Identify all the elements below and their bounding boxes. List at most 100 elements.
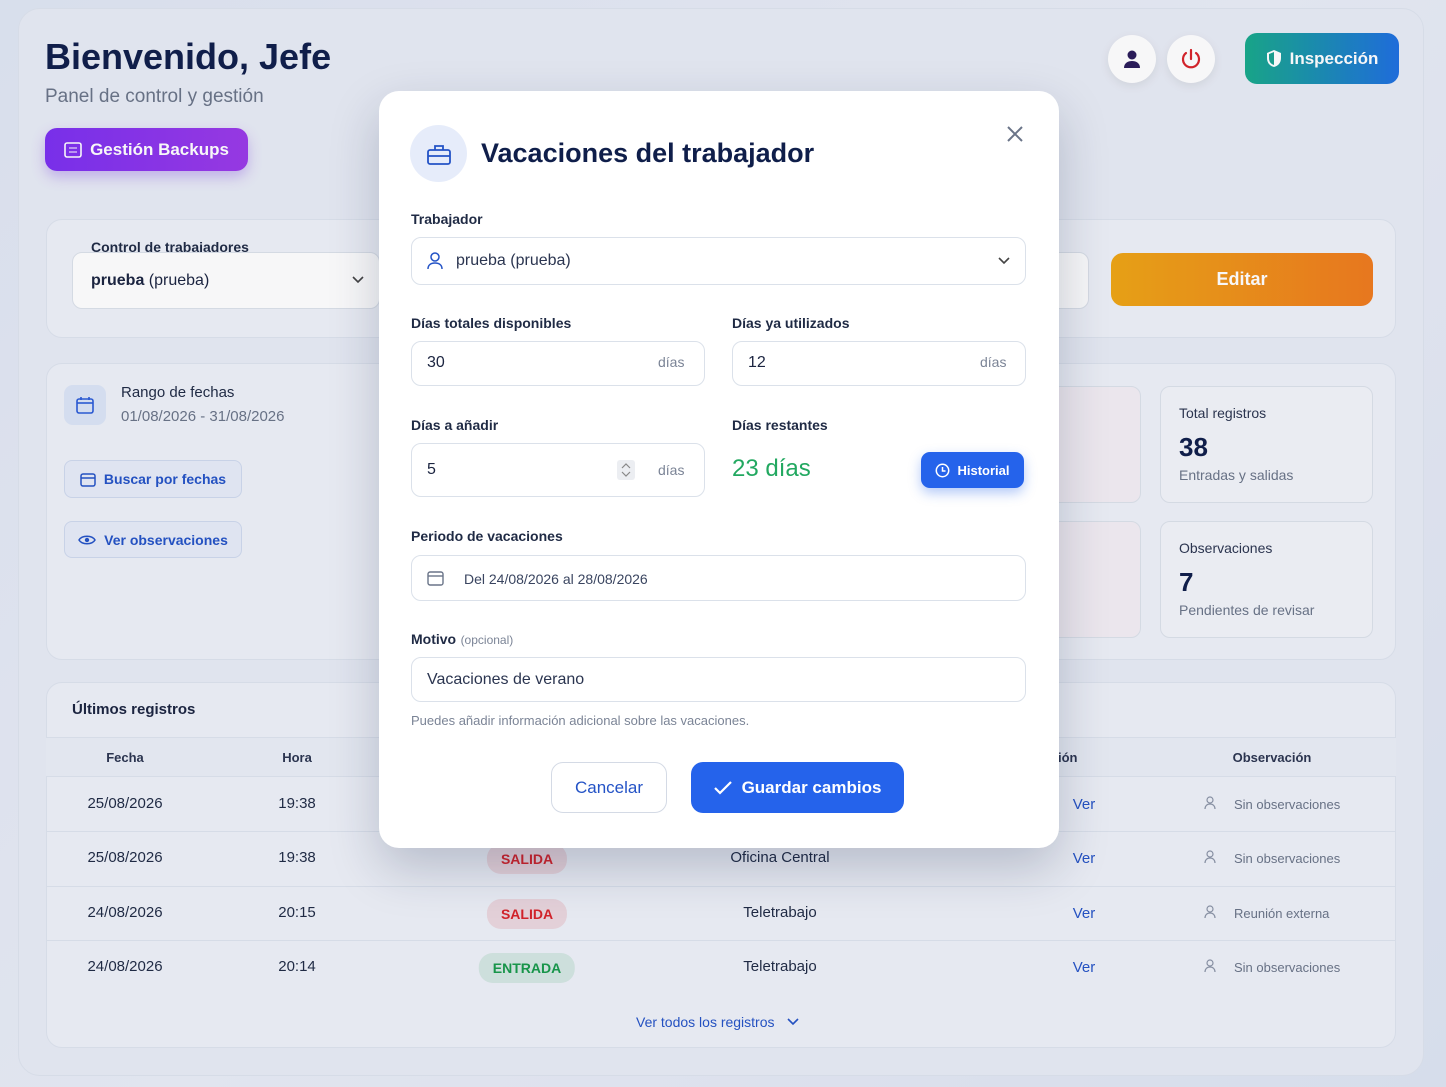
- reason-label: Motivo: [411, 631, 457, 647]
- cell-date: 24/08/2026: [87, 957, 163, 975]
- reason-hint: Puedes añadir información adicional sobr…: [411, 713, 750, 728]
- column-header: Fecha: [106, 750, 144, 765]
- worker-value: prueba (prueba): [456, 252, 571, 269]
- close-button[interactable]: [1006, 125, 1024, 143]
- chevron: [352, 276, 364, 284]
- unit: días: [658, 462, 685, 478]
- worker-label: Trabajador: [411, 211, 483, 227]
- worker-name: prueba: [91, 272, 145, 289]
- worker-select[interactable]: [411, 237, 1026, 285]
- observation-icon: [1204, 904, 1218, 924]
- row-divider: [46, 939, 1396, 941]
- type-badge: ENTRADA: [478, 952, 576, 983]
- column-header: Hora: [282, 750, 312, 765]
- total-value: 30: [427, 354, 445, 371]
- reason-value: Vacaciones de verano: [427, 671, 585, 688]
- total-label: Días totales disponibles: [411, 315, 572, 331]
- period-input[interactable]: [411, 555, 1026, 601]
- calendar-icon: [64, 385, 106, 425]
- worker-select[interactable]: [72, 252, 380, 309]
- inspection-label: Inspección: [1289, 48, 1379, 68]
- row-divider: [46, 885, 1396, 887]
- total-input[interactable]: [411, 341, 705, 386]
- cell-location: Teletrabajo: [743, 903, 817, 921]
- used-value: 12: [748, 354, 766, 371]
- history-button[interactable]: Historial: [921, 452, 1024, 488]
- view-link[interactable]: Ver: [1072, 850, 1096, 868]
- page-title: Bienvenido, Jefe: [45, 36, 332, 77]
- icon: [1181, 48, 1201, 69]
- modal-title: Vacaciones del trabajador: [481, 138, 815, 168]
- save-button[interactable]: Guardar cambios: [691, 762, 904, 813]
- chevron: [998, 257, 1010, 265]
- reason-heading: Motivo (opcional): [411, 631, 513, 649]
- calendar-icon: [427, 571, 444, 586]
- search-dates-button[interactable]: Buscar por fechas: [64, 460, 242, 498]
- page-subtitle: Panel de control y gestión: [45, 86, 264, 107]
- edit-button[interactable]: Editar: [1111, 253, 1373, 306]
- remaining-label: Días restantes: [732, 417, 828, 433]
- observation-icon: [1204, 796, 1218, 815]
- icon: [64, 141, 82, 158]
- stat-value: 7: [1179, 567, 1194, 597]
- modal-icon: [410, 125, 467, 182]
- worker-user: (prueba): [148, 272, 210, 289]
- observations-label: Ver observaciones: [104, 531, 228, 548]
- view-link[interactable]: Ver: [1072, 796, 1096, 813]
- cell-observation: Reunión externa: [1234, 905, 1330, 921]
- stat-note: Entradas y salidas: [1179, 467, 1294, 483]
- cell-location: Oficina Central: [730, 849, 830, 867]
- inspection-button[interactable]: Inspección: [1245, 33, 1399, 84]
- profile-button[interactable]: [1108, 35, 1156, 83]
- stat-label: Observaciones: [1179, 540, 1273, 556]
- used-label: Días ya utilizados: [732, 315, 850, 331]
- observations-button[interactable]: Ver observaciones: [64, 521, 242, 558]
- cell-date: 25/08/2026: [87, 849, 163, 867]
- reason-input[interactable]: [411, 657, 1026, 702]
- all-records-label: Ver todos los registros: [636, 1014, 775, 1030]
- worker-select-value: prueba (prueba): [91, 272, 209, 290]
- logout-button[interactable]: [1167, 35, 1215, 83]
- range-label: Rango de fechas: [121, 384, 235, 401]
- cell-time: 19:38: [278, 849, 316, 867]
- period-label: Periodo de vacaciones: [411, 528, 563, 544]
- remaining-value: 23 días: [732, 455, 811, 482]
- spinner[interactable]: [617, 460, 635, 480]
- cell-date: 24/08/2026: [87, 903, 163, 921]
- cell-observation: Sin observaciones: [1234, 959, 1341, 975]
- unit: días: [658, 354, 685, 370]
- vacation-modal: Vacaciones del trabajador Trabajador pru…: [379, 91, 1059, 848]
- search-dates-label: Buscar por fechas: [103, 471, 227, 487]
- all-records-link[interactable]: Ver todos los registros: [636, 1014, 799, 1030]
- cancel-button[interactable]: Cancelar: [551, 762, 667, 813]
- stat-label: Total registros: [1179, 405, 1267, 421]
- reason-optional: (opcional): [460, 633, 514, 647]
- column-header: ión: [1058, 750, 1078, 765]
- column-header: Observación: [1232, 750, 1312, 765]
- observation-icon: [1204, 850, 1218, 869]
- backup-button[interactable]: Gestión Backups: [45, 128, 248, 171]
- cell-date: 25/08/2026: [87, 795, 163, 812]
- stat-note: Pendientes de revisar: [1179, 602, 1315, 618]
- save-label: Guardar cambios: [741, 777, 882, 797]
- unit: días: [980, 354, 1007, 370]
- cell-time: 20:15: [278, 903, 316, 921]
- used-input[interactable]: [732, 341, 1026, 386]
- type-badge: SALIDA: [486, 844, 568, 875]
- add-input[interactable]: [411, 443, 705, 497]
- history-label: Historial: [957, 462, 1010, 478]
- view-link[interactable]: Ver: [1072, 904, 1096, 922]
- stat-card: [1160, 386, 1373, 503]
- cell-location: Teletrabajo: [743, 957, 817, 975]
- add-value: 5: [427, 461, 436, 478]
- period-value: Del 24/08/2026 al 28/08/2026: [464, 571, 648, 587]
- icon: [1124, 50, 1140, 68]
- range-value: 01/08/2026 - 31/08/2026: [121, 408, 285, 425]
- cell-observation: Sin observaciones: [1234, 851, 1341, 867]
- observation-icon: [1204, 959, 1218, 978]
- add-label: Días a añadir: [411, 417, 499, 433]
- records-title: Últimos registros: [72, 701, 196, 718]
- view-link[interactable]: Ver: [1072, 958, 1096, 976]
